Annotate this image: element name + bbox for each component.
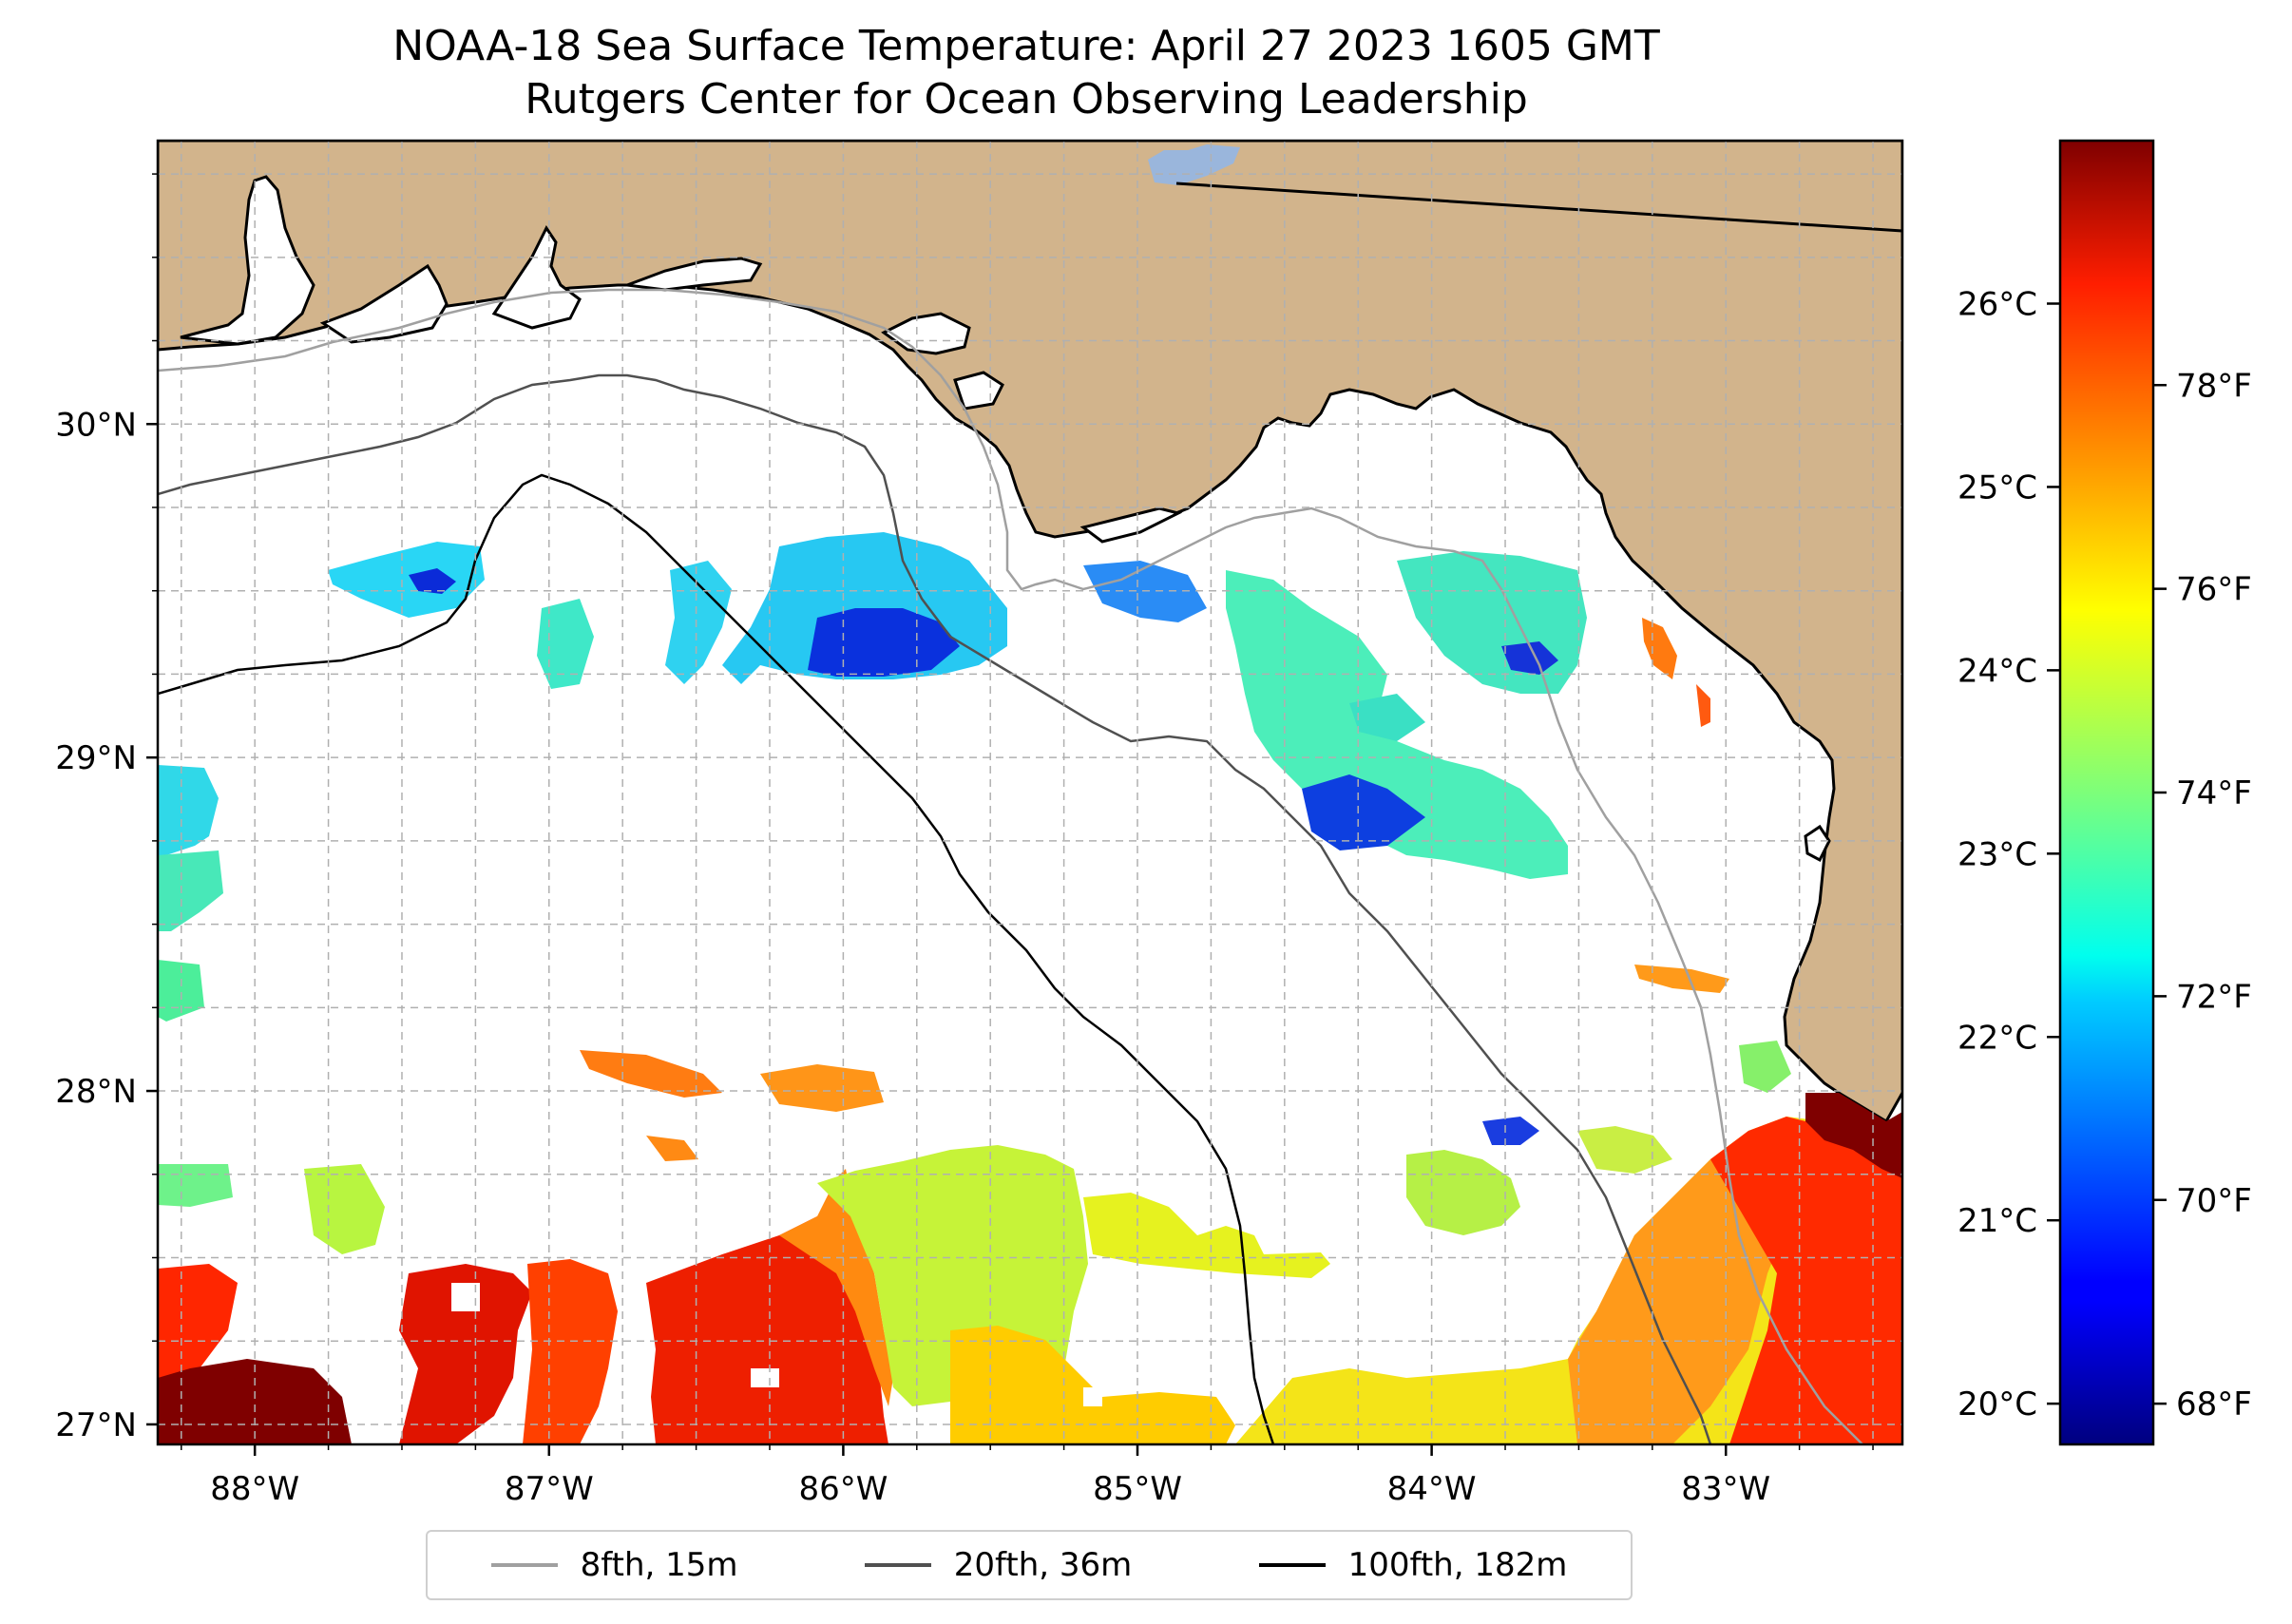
celsius-tick-label: 20°C — [1958, 1385, 2037, 1423]
lon-tick-label: 83°W — [1681, 1470, 1770, 1508]
legend-label-100fth: 100fth, 182m — [1347, 1546, 1568, 1584]
map-panel — [158, 141, 1902, 1444]
isobath-20fth — [158, 373, 1712, 1444]
legend-item-20fth: 20fth, 36m — [864, 1546, 1133, 1584]
graticule — [158, 141, 1902, 1444]
legend-line-20fth — [864, 1563, 931, 1567]
fahrenheit-tick-label: 70°F — [2176, 1182, 2252, 1220]
colorbar-gradient — [2058, 139, 2155, 1446]
lon-tick-label: 87°W — [505, 1470, 594, 1508]
map-subtitle: Rutgers Center for Ocean Observing Leade… — [525, 75, 1528, 124]
state-boundary — [1175, 182, 1902, 233]
map-title: NOAA-18 Sea Surface Temperature: April 2… — [392, 22, 1660, 70]
celsius-tick-label: 24°C — [1958, 652, 2037, 690]
map-frame — [156, 139, 1904, 1446]
lat-tick-label: 30°N — [55, 406, 137, 444]
lon-tick-label: 88°W — [210, 1470, 299, 1508]
sst-data-layer — [158, 532, 1902, 1444]
fahrenheit-tick-label: 68°F — [2176, 1385, 2252, 1423]
celsius-tick-label: 21°C — [1958, 1202, 2037, 1240]
lat-tick-label: 28°N — [55, 1073, 137, 1111]
fahrenheit-tick-label: 78°F — [2176, 367, 2252, 405]
latitude-axis: 30°N 29°N 28°N 27°N — [55, 173, 158, 1444]
lat-tick-label: 29°N — [55, 739, 137, 777]
legend-line-8fth — [490, 1563, 558, 1567]
land-mass — [158, 141, 1902, 1124]
temperature-colorbar: 26°C 25°C 24°C 23°C 22°C 21°C 20°C 78°F 76°F 74°… — [1958, 139, 2252, 1446]
celsius-tick-label: 23°C — [1958, 835, 2037, 873]
celsius-tick-label: 25°C — [1958, 468, 2037, 506]
lon-tick-label: 85°W — [1093, 1470, 1182, 1508]
legend-label-8fth: 8fth, 15m — [580, 1546, 738, 1584]
isobaths — [158, 288, 1863, 1444]
celsius-tick-label: 22°C — [1958, 1019, 2037, 1057]
lon-tick-label: 86°W — [798, 1470, 888, 1508]
legend-item-8fth: 8fth, 15m — [490, 1546, 738, 1584]
colorbar-fahrenheit-axis: 78°F 76°F 74°F 72°F 70°F 68°F — [2153, 367, 2252, 1423]
fahrenheit-tick-label: 72°F — [2176, 978, 2252, 1016]
isobath-8fth — [158, 288, 1863, 1444]
lat-tick-label: 27°N — [55, 1406, 137, 1444]
colorbar-celsius-axis: 26°C 25°C 24°C 23°C 22°C 21°C 20°C — [1958, 286, 2060, 1423]
isobath-legend: 8fth, 15m 20fth, 36m 100fth, 182m — [426, 1530, 1633, 1600]
fahrenheit-tick-label: 74°F — [2176, 774, 2252, 812]
isobath-100fth — [158, 473, 1275, 1444]
fahrenheit-tick-label: 76°F — [2176, 571, 2252, 609]
celsius-tick-label: 26°C — [1958, 286, 2037, 324]
lake — [1148, 144, 1240, 185]
lon-tick-label: 84°W — [1387, 1470, 1477, 1508]
legend-line-100fth — [1258, 1563, 1326, 1567]
longitude-axis: 88°W 87°W 86°W 85°W 84°W 83°W — [181, 1444, 1874, 1508]
legend-item-100fth: 100fth, 182m — [1258, 1546, 1568, 1584]
legend-label-20fth: 20fth, 36m — [953, 1546, 1133, 1584]
